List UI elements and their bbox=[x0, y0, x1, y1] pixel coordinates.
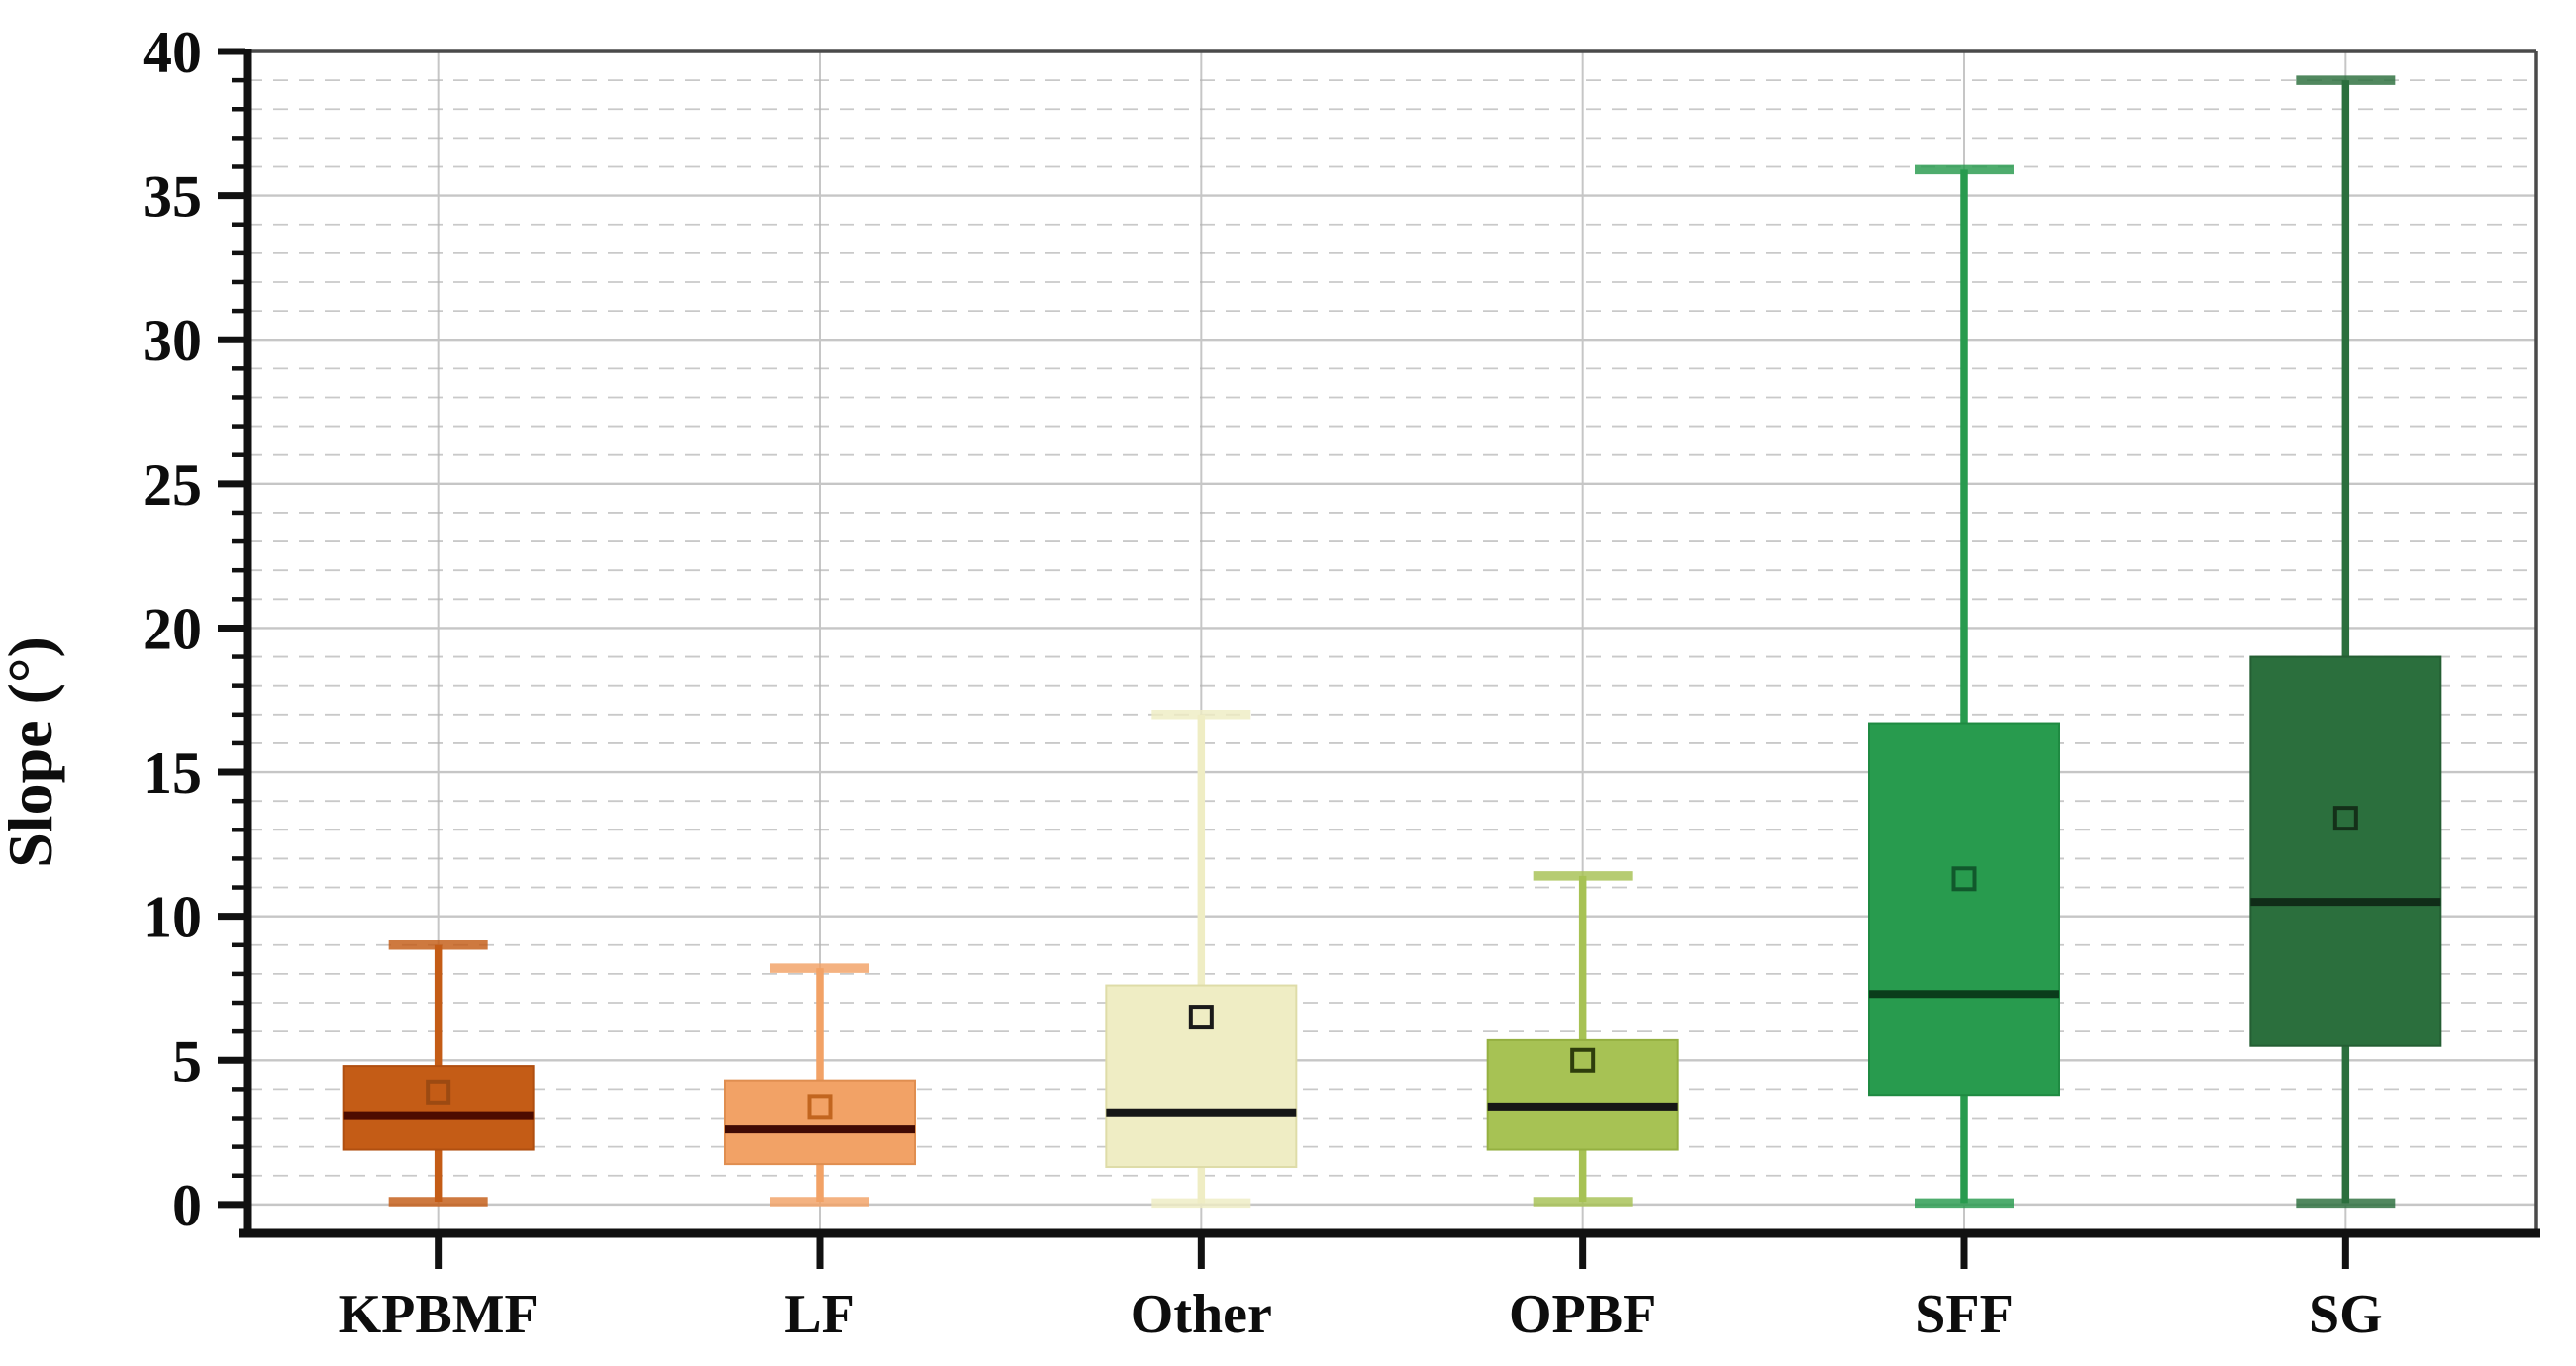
iqr-box bbox=[1486, 1038, 1679, 1151]
y-tick-label-15: 15 bbox=[143, 740, 202, 806]
y-tick-label-35: 35 bbox=[143, 164, 202, 230]
x-tick-label-SG: SG bbox=[2309, 1284, 2383, 1345]
box-OPBF bbox=[1486, 871, 1679, 1207]
y-tick-label-10: 10 bbox=[143, 885, 202, 950]
box-LF bbox=[724, 963, 916, 1207]
mean-marker bbox=[1570, 1047, 1596, 1073]
iqr-box bbox=[724, 1079, 916, 1166]
iqr-box bbox=[1105, 984, 1298, 1169]
x-tick-label-KPBMF: KPBMF bbox=[339, 1284, 539, 1345]
x-tick-label-LF: LF bbox=[784, 1284, 855, 1345]
y-tick-label-5: 5 bbox=[172, 1028, 202, 1094]
mean-marker bbox=[426, 1079, 451, 1105]
y-tick-label-30: 30 bbox=[143, 308, 202, 373]
mean-marker bbox=[2332, 806, 2358, 831]
x-tick-label-SFF: SFF bbox=[1915, 1284, 2014, 1345]
y-tick-label-25: 25 bbox=[143, 452, 202, 518]
iqr-box bbox=[2249, 655, 2442, 1047]
y-tick-label-0: 0 bbox=[172, 1173, 202, 1238]
box-Other bbox=[1105, 710, 1298, 1209]
iqr-box bbox=[1868, 722, 2060, 1097]
axis-bottom-spine bbox=[239, 1228, 2540, 1238]
mean-marker bbox=[1951, 866, 1977, 892]
mean-marker bbox=[1188, 1005, 1214, 1030]
mean-marker bbox=[807, 1094, 833, 1120]
iqr-box bbox=[342, 1065, 535, 1151]
box-SFF bbox=[1868, 164, 2060, 1209]
axes: 0 5 10 15 20 25 30 35 40 KPBMF LF Other OPBF SFF SG bbox=[143, 20, 2540, 1345]
box-SG bbox=[2249, 75, 2442, 1209]
box-KPBMF bbox=[342, 940, 535, 1207]
x-tick-label-Other: Other bbox=[1131, 1284, 1272, 1345]
y-tick-label-40: 40 bbox=[143, 20, 202, 85]
axis-left-spine bbox=[243, 49, 252, 1237]
boxes bbox=[342, 75, 2442, 1209]
y-tick-label-20: 20 bbox=[143, 596, 202, 661]
x-tick-label-OPBF: OPBF bbox=[1509, 1284, 1656, 1345]
gridlines bbox=[248, 49, 2536, 1233]
y-axis-title: Slope (°) bbox=[0, 636, 65, 868]
